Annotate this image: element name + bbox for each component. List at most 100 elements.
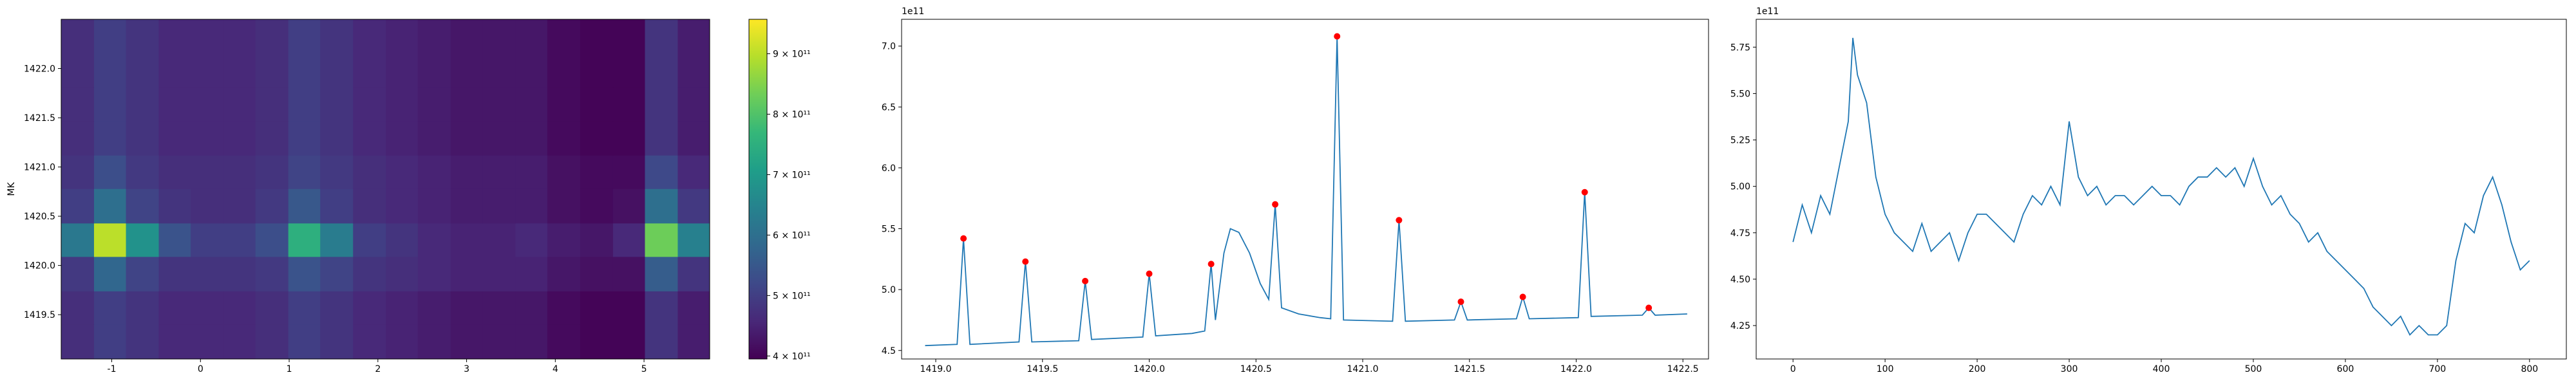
heatmap-cell bbox=[223, 223, 256, 257]
y-tick-label: 5.00 bbox=[1730, 182, 1750, 192]
heatmap-cell bbox=[580, 53, 614, 88]
colorbar-tick-label: 6 × 10¹¹ bbox=[773, 230, 811, 241]
heatmap-cell bbox=[547, 120, 581, 156]
colorbar-tick-label: 4 × 10¹¹ bbox=[773, 351, 811, 362]
heatmap-cell bbox=[482, 324, 516, 360]
axes-frame bbox=[1756, 19, 2567, 360]
y-tick-label: 6.0 bbox=[882, 163, 896, 174]
heatmap-cell bbox=[255, 188, 289, 224]
heatmap-cell bbox=[61, 120, 95, 156]
heatmap-cell bbox=[320, 324, 354, 360]
x-tick-label: 600 bbox=[2337, 364, 2354, 374]
x-tick-label: 1 bbox=[287, 364, 292, 374]
heatmap-cell bbox=[417, 256, 451, 291]
x-tick-label: 700 bbox=[2429, 364, 2446, 374]
x-tick-label: 4 bbox=[553, 364, 558, 374]
heatmap-cell bbox=[482, 120, 516, 156]
heatmap-cell bbox=[61, 19, 95, 53]
heatmap-cell bbox=[547, 291, 581, 325]
heatmap-cell bbox=[417, 324, 451, 360]
heatmap-cell bbox=[645, 120, 678, 156]
heatmap-cell bbox=[580, 155, 614, 189]
heatmap-cell bbox=[158, 256, 191, 291]
heatmap-cell bbox=[450, 256, 483, 291]
heatmap-cell bbox=[93, 291, 127, 325]
heatmap-cell bbox=[223, 324, 256, 360]
x-tick-label: 1419.5 bbox=[1027, 364, 1058, 374]
heatmap-cell bbox=[612, 324, 645, 360]
heatmap-cell bbox=[612, 19, 645, 53]
heatmap-cell bbox=[255, 324, 289, 360]
x-tick-label: 1419.0 bbox=[920, 364, 952, 374]
x-tick-label: 1420.5 bbox=[1240, 364, 1272, 374]
colorbar-tick-label: 7 × 10¹¹ bbox=[773, 170, 811, 180]
x-tick-label: 5 bbox=[641, 364, 647, 374]
heatmap-cell bbox=[450, 120, 483, 156]
heatmap-cell bbox=[645, 291, 678, 325]
y-tick-label: 1420.5 bbox=[24, 212, 55, 222]
heatmap-cell bbox=[353, 188, 386, 224]
heatmap-cell bbox=[353, 19, 386, 53]
heatmap-cell bbox=[417, 53, 451, 88]
heatmap-cell bbox=[93, 188, 127, 224]
heatmap-cell bbox=[580, 19, 614, 53]
colorbar-tick-label: 5 × 10¹¹ bbox=[773, 291, 811, 301]
heatmap-cell bbox=[612, 188, 645, 224]
y-tick-label: 6.5 bbox=[882, 102, 896, 113]
heatmap-cell bbox=[386, 19, 419, 53]
peak-marker bbox=[1457, 299, 1464, 306]
heatmap-cell bbox=[158, 155, 191, 189]
heatmap-cell bbox=[255, 155, 289, 189]
heatmap-cell bbox=[126, 155, 160, 189]
heatmap-cell bbox=[158, 223, 191, 257]
heatmap-cell bbox=[677, 155, 710, 189]
heatmap-cell bbox=[677, 291, 710, 325]
heatmap-cell bbox=[126, 324, 160, 360]
heatmap-cell bbox=[320, 155, 354, 189]
heatmap-cell bbox=[386, 53, 419, 88]
heatmap-cell bbox=[450, 19, 483, 53]
y-axis-label: MK bbox=[6, 182, 17, 196]
heatmap-cell bbox=[320, 53, 354, 88]
heatmap-cell bbox=[61, 324, 95, 360]
heatmap-cell bbox=[158, 324, 191, 360]
heatmap-cell bbox=[450, 223, 483, 257]
heatmap-cell bbox=[417, 87, 451, 122]
heatmap-cell bbox=[417, 223, 451, 257]
heatmap-cell bbox=[61, 188, 95, 224]
heatmap-cell bbox=[320, 19, 354, 53]
heatmap-cell bbox=[580, 291, 614, 325]
heatmap-cell bbox=[191, 87, 224, 122]
peak-marker bbox=[1334, 33, 1341, 40]
heatmap-cell bbox=[386, 256, 419, 291]
heatmap-cell bbox=[645, 155, 678, 189]
y-tick-label: 4.5 bbox=[882, 346, 896, 356]
peak-marker bbox=[1581, 188, 1588, 196]
heatmap-cell bbox=[158, 53, 191, 88]
heatmap-cell bbox=[482, 256, 516, 291]
heatmap-cell bbox=[61, 223, 95, 257]
heatmap-cell bbox=[450, 53, 483, 88]
heatmap-cell bbox=[612, 120, 645, 156]
heatmap-cell bbox=[612, 87, 645, 122]
heatmap-cell bbox=[547, 188, 581, 224]
heatmap-cell bbox=[645, 324, 678, 360]
peak-marker bbox=[960, 235, 967, 242]
heatmap-cell bbox=[126, 120, 160, 156]
y-tick-label: 4.75 bbox=[1730, 228, 1750, 239]
heatmap-cell bbox=[288, 223, 321, 257]
heatmap-cell bbox=[126, 291, 160, 325]
heatmap-cell bbox=[126, 256, 160, 291]
heatmap-cell bbox=[547, 53, 581, 88]
heatmap-cell bbox=[353, 324, 386, 360]
x-tick-label: 1420.0 bbox=[1133, 364, 1165, 374]
heatmap-cell bbox=[677, 223, 710, 257]
heatmap-cell bbox=[580, 223, 614, 257]
x-tick-label: 3 bbox=[464, 364, 469, 374]
heatmap-cell bbox=[645, 223, 678, 257]
heatmap-cell bbox=[482, 19, 516, 53]
heatmap-cell bbox=[450, 155, 483, 189]
heatmap-cell bbox=[61, 155, 95, 189]
y-tick-label: 5.25 bbox=[1730, 136, 1750, 146]
heatmap-cell bbox=[482, 188, 516, 224]
